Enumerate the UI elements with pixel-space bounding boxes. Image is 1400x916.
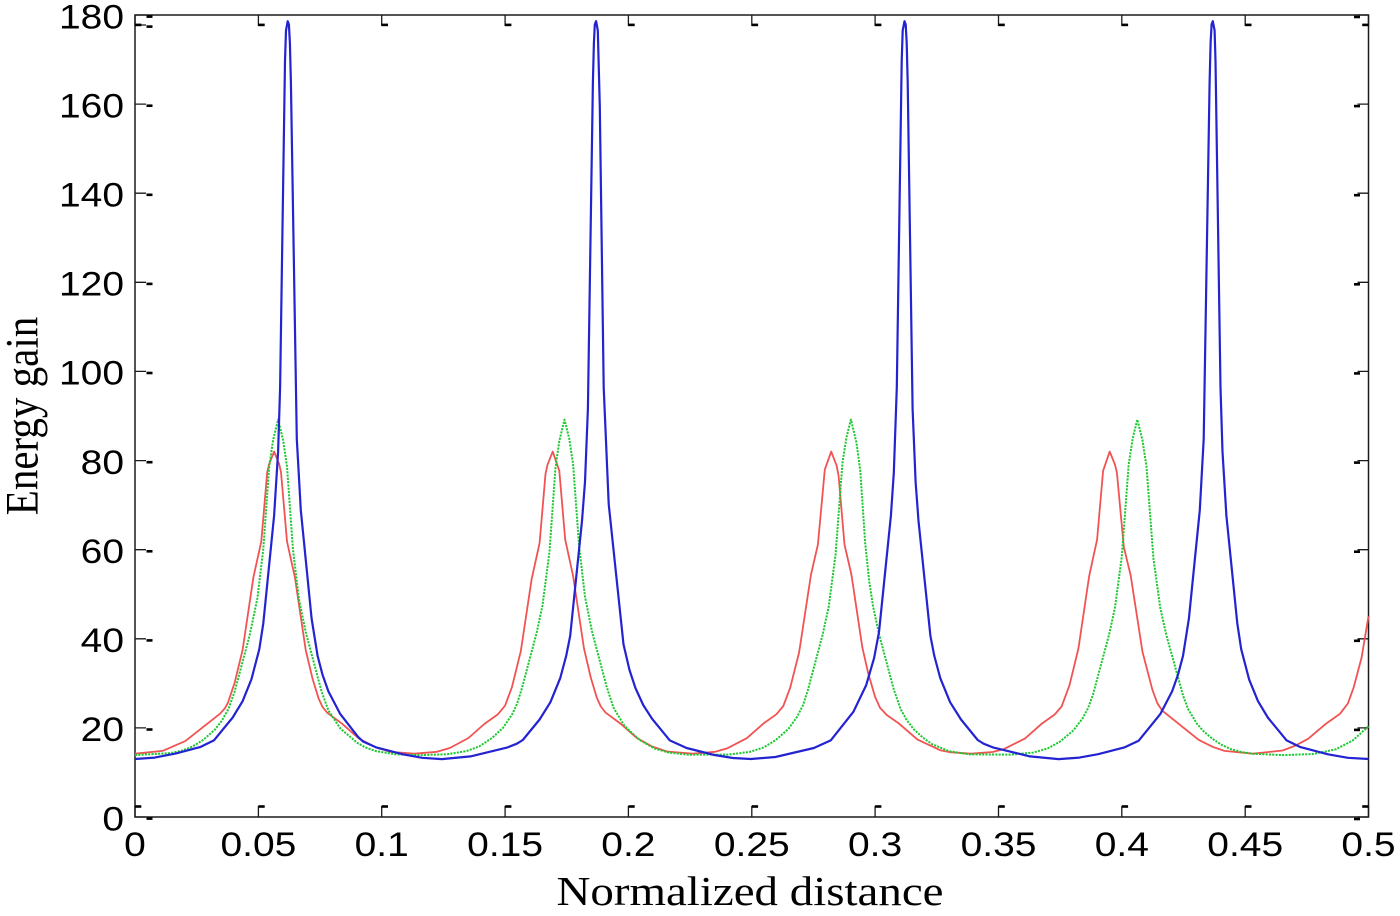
svg-text:0: 0 bbox=[102, 799, 124, 837]
svg-text:0.3: 0.3 bbox=[848, 825, 902, 863]
svg-text:20: 20 bbox=[81, 710, 124, 748]
svg-text:0.2: 0.2 bbox=[601, 825, 655, 863]
svg-text:Energy gain: Energy gain bbox=[0, 317, 48, 516]
svg-text:0.4: 0.4 bbox=[1095, 825, 1149, 863]
svg-text:0.05: 0.05 bbox=[220, 825, 296, 863]
svg-text:0.5: 0.5 bbox=[1341, 825, 1395, 863]
svg-text:140: 140 bbox=[59, 176, 124, 214]
svg-text:Normalized distance: Normalized distance bbox=[556, 869, 943, 911]
svg-text:120: 120 bbox=[59, 265, 124, 303]
svg-text:40: 40 bbox=[81, 621, 124, 659]
svg-text:180: 180 bbox=[59, 0, 124, 36]
svg-text:0.15: 0.15 bbox=[467, 825, 543, 863]
svg-text:160: 160 bbox=[59, 86, 124, 124]
svg-text:100: 100 bbox=[59, 354, 124, 392]
svg-text:0.45: 0.45 bbox=[1207, 825, 1283, 863]
svg-text:0.25: 0.25 bbox=[714, 825, 790, 863]
svg-text:0.35: 0.35 bbox=[961, 825, 1037, 863]
svg-text:0: 0 bbox=[124, 825, 146, 863]
svg-text:0.1: 0.1 bbox=[355, 825, 409, 863]
svg-text:80: 80 bbox=[81, 443, 124, 481]
svg-text:60: 60 bbox=[81, 532, 124, 570]
